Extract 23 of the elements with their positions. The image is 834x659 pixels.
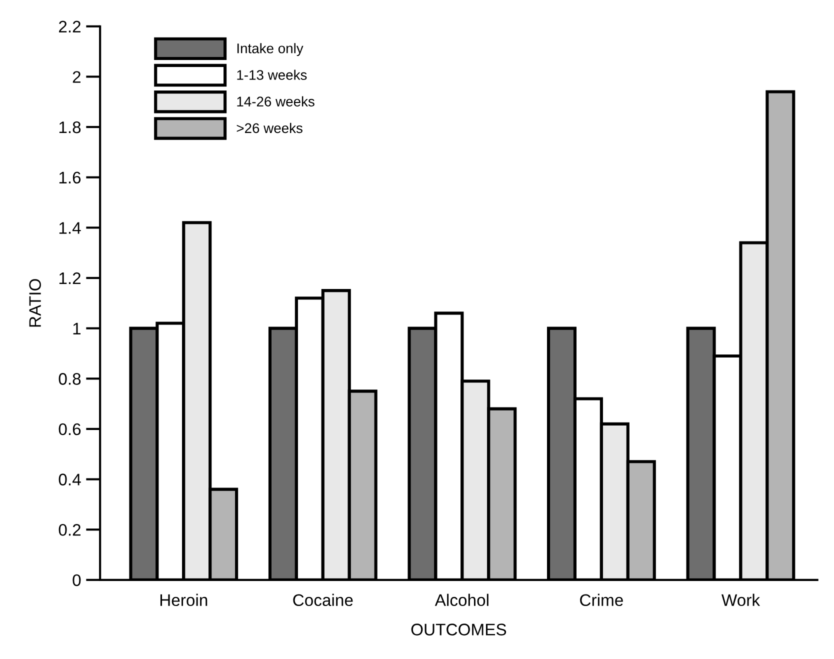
y-tick-label: 0.8 (58, 373, 81, 385)
legend-label: Intake only (237, 43, 304, 56)
x-tick-label: Work (722, 594, 760, 606)
y-tick-label: 0 (72, 574, 81, 586)
y-tick-label: 1.6 (59, 172, 81, 184)
legend-label: >26 weeks (236, 122, 302, 134)
x-tick-label: Heroin (160, 594, 208, 606)
y-tick-label: 2.2 (59, 20, 80, 32)
x-tick-label: Crime (580, 594, 623, 606)
y-tick-label: 1.4 (59, 222, 81, 234)
y-tick-label: 0.4 (58, 474, 81, 486)
y-tick-label: 1 (73, 322, 81, 334)
y-axis-title: RATIO (29, 279, 41, 327)
legend-label: 1-13 weeks (237, 70, 307, 80)
y-tick-label: 0.6 (58, 423, 81, 436)
legend-label: 14-26 weeks (237, 96, 314, 106)
x-tick-label: Cocaine (293, 594, 353, 606)
x-axis-title: OUTCOMES (411, 624, 506, 636)
x-tick-label: Alcohol (434, 594, 488, 606)
y-tick-label: 1.8 (59, 121, 81, 134)
y-tick-label: 1.2 (59, 272, 80, 284)
y-tick-label: 0.2 (58, 524, 80, 536)
y-tick-label: 2 (72, 71, 80, 83)
